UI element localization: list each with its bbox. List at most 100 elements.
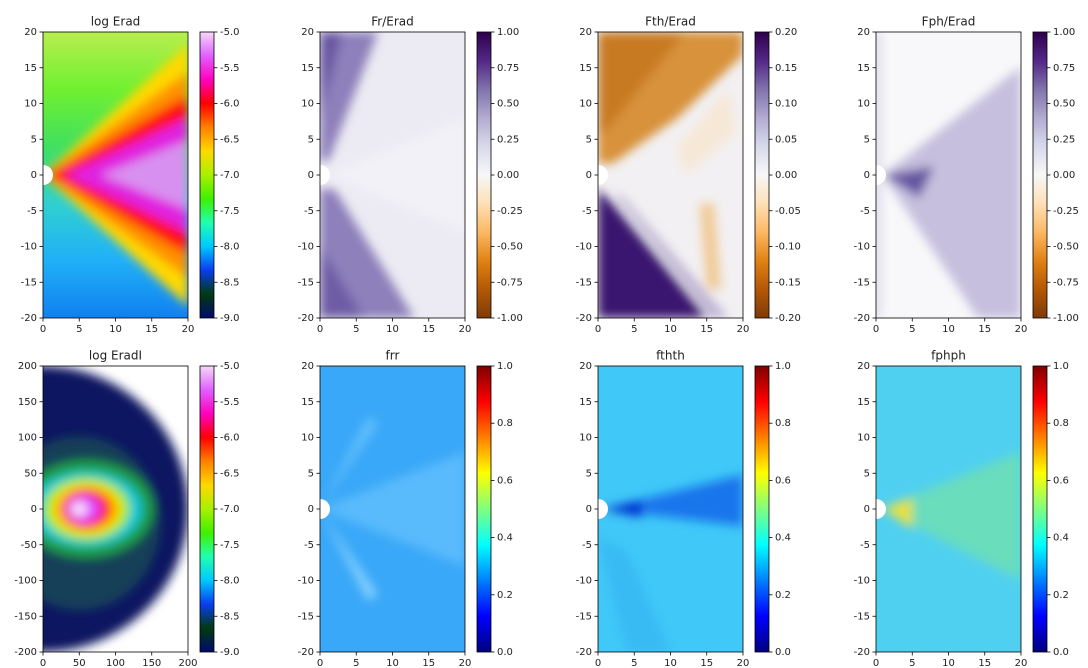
- y-tick-label: -10: [298, 242, 314, 253]
- colorbar-tick-label: -0.05: [775, 206, 801, 217]
- colorbar-tick-label: 0.6: [1053, 475, 1069, 486]
- colorbar-tick-label: -6.0: [220, 99, 240, 110]
- colorbar-tick-label: 0.00: [497, 170, 519, 181]
- x-tick-label: 20: [737, 324, 750, 335]
- colorbar-tick-label: -6.5: [220, 134, 240, 145]
- colorbar-tick-label: -1.00: [497, 313, 523, 324]
- colorbar-tick-label: 0.75: [497, 63, 519, 74]
- y-tick-label: -20: [298, 313, 314, 324]
- y-tick-label: 10: [301, 433, 314, 444]
- inner-boundary: [43, 165, 53, 185]
- colorbar-tick-label: -9.0: [220, 647, 240, 658]
- x-tick-label: 0: [595, 324, 601, 335]
- colorbar-tick-label: 0.4: [497, 533, 513, 544]
- x-tick-label: 0: [873, 324, 879, 335]
- y-tick-label: 0: [308, 170, 314, 181]
- field-region: [320, 451, 465, 567]
- y-tick-label: 200: [18, 361, 37, 372]
- field-region: [598, 32, 685, 133]
- y-tick-label: 0: [31, 504, 37, 515]
- colorbar-tick-label: -7.5: [220, 540, 240, 551]
- inner-boundary: [876, 499, 886, 519]
- y-tick-label: 15: [24, 63, 37, 74]
- colorbar-tick-label: 0.00: [1053, 170, 1075, 181]
- heatmap-image: [43, 32, 188, 318]
- colorbar: [754, 31, 770, 319]
- x-tick-label: 5: [353, 658, 359, 668]
- y-tick-label: -5: [860, 540, 870, 551]
- field-region: [320, 32, 378, 161]
- y-tick-label: 5: [864, 468, 870, 479]
- colorbar-tick-label: 0.8: [1053, 418, 1069, 429]
- x-tick-label: 0: [40, 658, 46, 668]
- y-tick-label: -50: [21, 540, 37, 551]
- colorbar-tick-label: -0.25: [1053, 206, 1079, 217]
- x-tick-label: 20: [459, 658, 472, 668]
- colorbar-tick-label: -6.0: [220, 433, 240, 444]
- y-tick-label: 5: [308, 468, 314, 479]
- colorbar-tick-label: -0.20: [775, 313, 801, 324]
- colorbar-tick-label: -8.5: [220, 611, 240, 622]
- y-tick-label: 0: [31, 170, 37, 181]
- x-tick-label: 0: [873, 658, 879, 668]
- y-tick-label: 15: [301, 397, 314, 408]
- y-tick-label: 10: [579, 433, 592, 444]
- y-tick-label: -5: [27, 206, 37, 217]
- inner-boundary: [598, 499, 608, 519]
- colorbar-tick-label: -5.0: [220, 361, 240, 372]
- y-tick-label: 5: [864, 134, 870, 145]
- y-tick-label: 0: [864, 504, 870, 515]
- x-tick-label: 15: [145, 324, 158, 335]
- y-tick-label: 0: [586, 170, 592, 181]
- x-tick-label: 5: [909, 324, 915, 335]
- x-tick-label: 5: [631, 658, 637, 668]
- y-tick-label: -5: [304, 206, 314, 217]
- x-tick-label: 150: [142, 658, 161, 668]
- inner-boundary: [320, 165, 330, 185]
- panel-title: log Erad: [91, 15, 141, 29]
- y-tick-label: 15: [857, 63, 870, 74]
- colorbar-tick-label: 0.25: [1053, 134, 1075, 145]
- x-tick-label: 10: [664, 658, 677, 668]
- y-tick-label: 50: [24, 468, 37, 479]
- field-region: [612, 192, 729, 318]
- colorbar-tick-label: 1.0: [1053, 361, 1069, 372]
- heatmap-image: [876, 366, 1021, 652]
- panel-title: fthth: [656, 349, 685, 363]
- colorbar: [199, 31, 215, 319]
- colorbar-tick-label: -8.0: [220, 576, 240, 587]
- colorbar-tick-label: -6.5: [220, 468, 240, 479]
- y-tick-label: -15: [576, 277, 592, 288]
- inner-boundary: [598, 165, 608, 185]
- field-structure: [320, 417, 465, 601]
- heatmap-image: [320, 366, 465, 652]
- colorbar-tick-label: -1.00: [1053, 313, 1079, 324]
- y-tick-label: -150: [14, 611, 37, 622]
- field-region: [327, 117, 465, 233]
- y-tick-label: -15: [298, 611, 314, 622]
- y-tick-label: 5: [31, 134, 37, 145]
- y-tick-label: 5: [586, 134, 592, 145]
- colorbar-tick-label: 0.8: [497, 418, 513, 429]
- y-tick-label: -20: [854, 313, 870, 324]
- colorbar-tick-label: 0.8: [775, 418, 791, 429]
- colorbar-tick-label: -5.5: [220, 397, 240, 408]
- colorbar-tick-label: 0.6: [497, 475, 513, 486]
- colorbar-tick-label: -0.50: [497, 242, 523, 253]
- field-region: [320, 246, 364, 318]
- y-tick-label: -5: [860, 206, 870, 217]
- field-region: [883, 166, 934, 198]
- y-tick-label: -20: [576, 647, 592, 658]
- y-tick-label: -200: [14, 647, 37, 658]
- colorbar-tick-label: -0.50: [1053, 242, 1079, 253]
- y-tick-label: -10: [854, 242, 870, 253]
- colorbar-tick-label: 1.0: [775, 361, 791, 372]
- x-tick-label: 0: [317, 658, 323, 668]
- colorbar: [199, 365, 215, 653]
- y-tick-label: 10: [301, 99, 314, 110]
- x-tick-label: 20: [737, 658, 750, 668]
- colorbar-tick-label: -7.0: [220, 170, 240, 181]
- colorbar-tick-label: -9.0: [220, 313, 240, 324]
- y-tick-label: -20: [298, 647, 314, 658]
